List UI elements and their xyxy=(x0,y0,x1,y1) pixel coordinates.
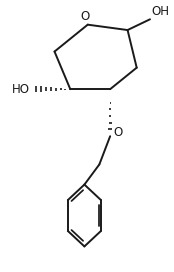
Text: O: O xyxy=(113,126,122,139)
Text: O: O xyxy=(81,10,90,23)
Text: OH: OH xyxy=(152,5,170,18)
Text: HO: HO xyxy=(12,83,30,96)
